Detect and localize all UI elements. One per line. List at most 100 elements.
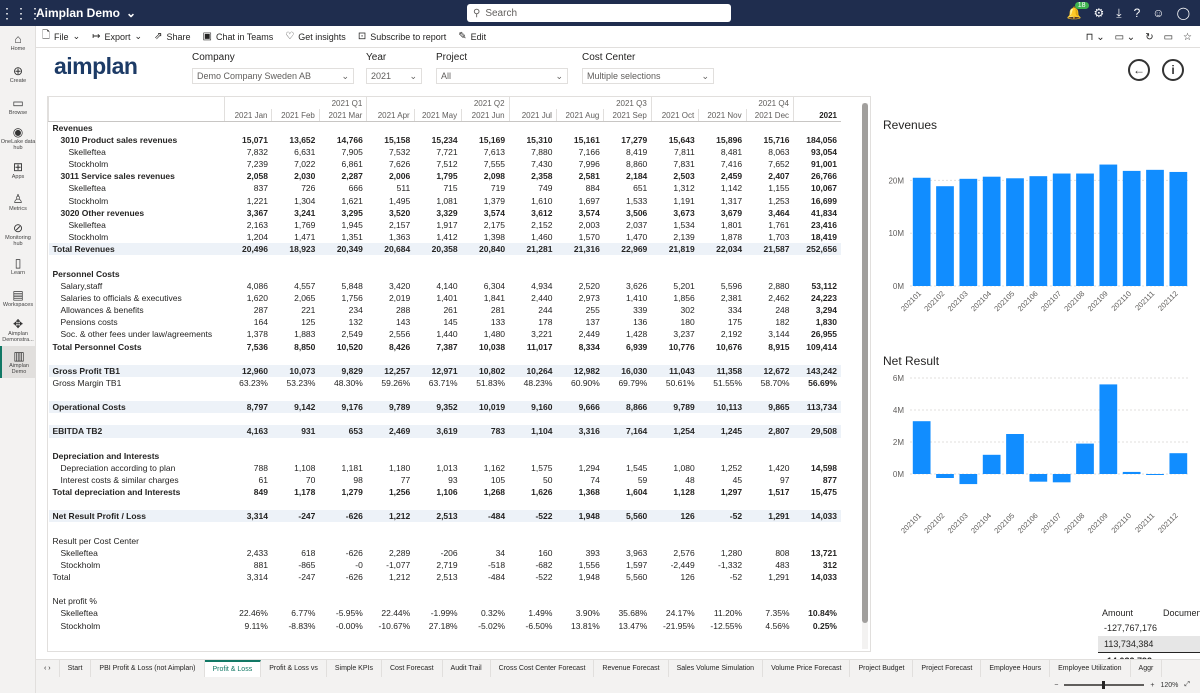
bookmark-icon[interactable]: ⊓ ⌄	[1085, 31, 1105, 43]
tab-page[interactable]: Cross Cost Center Forecast	[491, 659, 595, 678]
row-label[interactable]: Total depreciation and Interests	[52, 487, 181, 498]
zoom-slider-thumb[interactable]	[1102, 681, 1106, 689]
sidebar-item-workspaces[interactable]: ▤ Workspaces	[0, 282, 36, 314]
bar[interactable]	[912, 177, 931, 286]
scrollbar-thumb[interactable]	[862, 103, 868, 623]
feedback-icon[interactable]: ☺	[1152, 6, 1165, 20]
zoom-out-icon[interactable]: −	[1054, 681, 1059, 689]
row-label[interactable]: Skelleftea	[68, 219, 106, 230]
row-label[interactable]: Stockholm	[60, 620, 101, 631]
bar[interactable]	[1099, 164, 1118, 286]
subscribe-button[interactable]: ⊡ Subscribe to report	[352, 31, 452, 42]
month-header[interactable]: 2021 Apr	[366, 109, 415, 122]
search-input[interactable]: ⚲ Search	[467, 4, 731, 22]
chat-in-teams-button[interactable]: ▣ Chat in Teams	[196, 31, 279, 42]
refresh-icon[interactable]: ↻	[1145, 31, 1154, 43]
tab-page[interactable]: Sales Volume Simulation	[669, 659, 764, 678]
zoom-slider[interactable]	[1064, 681, 1145, 689]
bar[interactable]	[1052, 173, 1071, 286]
row-label[interactable]: Stockholm	[68, 195, 109, 206]
project-slicer[interactable]: Project All ⌄	[436, 52, 568, 84]
settings-icon[interactable]: ⚙	[1093, 6, 1105, 20]
bar[interactable]	[959, 178, 978, 286]
workspace-name[interactable]: Aimplan Demo ⌄	[36, 6, 136, 20]
row-label[interactable]: Gross Profit TB1	[48, 364, 225, 377]
bar[interactable]	[1146, 474, 1164, 475]
month-header[interactable]: 2021 Jun	[461, 109, 510, 122]
month-header[interactable]: 2021 Dec	[745, 109, 794, 122]
account-icon[interactable]: ◯	[1176, 6, 1190, 20]
month-header[interactable]: 2021 Jul	[508, 109, 557, 122]
bar[interactable]	[912, 421, 931, 474]
year-slicer[interactable]: Year 2021 ⌄	[366, 52, 422, 84]
row-label[interactable]: Revenues	[52, 122, 93, 133]
zoom-in-icon[interactable]: +	[1150, 681, 1155, 689]
document-url-column-header[interactable]: DocumentURL	[1162, 608, 1200, 618]
row-label[interactable]: Gross Margin TB1	[52, 378, 122, 389]
row-label[interactable]	[49, 255, 225, 267]
row-label[interactable]	[49, 413, 225, 425]
row-label[interactable]: EBITDA TB2	[48, 425, 225, 438]
row-label[interactable]	[49, 438, 225, 450]
bar[interactable]	[936, 186, 954, 286]
file-menu-button[interactable]: 🗋 File ⌄	[36, 28, 86, 45]
row-label[interactable]: Allowances & benefits	[60, 305, 144, 316]
quarter-header[interactable]: 2021 Q4	[650, 97, 794, 110]
row-label[interactable]: Skelleftea	[68, 183, 106, 194]
tab-page[interactable]: Simple KPIs	[327, 659, 382, 678]
help-icon[interactable]: ?	[1133, 6, 1141, 20]
tab-page[interactable]: Audit Trail	[443, 659, 491, 678]
month-header[interactable]: 2021 Mar	[318, 109, 367, 122]
year-dropdown[interactable]: 2021 ⌄	[366, 68, 422, 84]
row-label[interactable]: Interest costs & similar charges	[60, 474, 179, 485]
sidebar-item-create[interactable]: ⊕ Create	[0, 58, 36, 90]
row-label[interactable]: Personnel Costs	[52, 268, 120, 279]
row-label[interactable]: 3020 Other revenues	[60, 207, 145, 218]
row-label[interactable]: Stockholm	[68, 232, 109, 243]
row-label[interactable]: Salaries to officials & executives	[60, 292, 182, 303]
comment-icon[interactable]: ▭	[1163, 31, 1174, 43]
row-label[interactable]	[49, 389, 225, 401]
notifications-icon[interactable]: 🔔 18	[1067, 2, 1089, 20]
row-label[interactable]: Skelleftea	[60, 608, 98, 619]
fit-page-icon[interactable]: ⤢	[1184, 681, 1190, 688]
project-dropdown[interactable]: All ⌄	[436, 68, 568, 84]
table-row[interactable]: 113,734,384⛓	[1098, 636, 1200, 652]
row-label[interactable]: Total Personnel Costs	[52, 341, 142, 352]
month-header[interactable]: 2021 Sep	[603, 109, 652, 122]
bar[interactable]	[1169, 171, 1188, 286]
row-label[interactable]: 3011 Service sales revenues	[60, 171, 175, 182]
amount-column-header[interactable]: Amount	[1102, 608, 1134, 618]
tab-page[interactable]: Employee Hours	[981, 659, 1051, 678]
cost-center-slicer[interactable]: Cost Center Multiple selections ⌄	[582, 52, 714, 84]
bar[interactable]	[1076, 443, 1094, 474]
bar[interactable]	[1006, 434, 1024, 474]
edit-button[interactable]: ✎ Edit	[452, 31, 492, 42]
bar[interactable]	[936, 474, 954, 478]
tab-page[interactable]: Profit & Loss	[204, 659, 262, 678]
tab-page[interactable]: Revenue Forecast	[594, 659, 669, 678]
download-icon[interactable]: ⤓	[1116, 5, 1122, 20]
sidebar-item-browse[interactable]: ▭ Browse	[0, 90, 36, 122]
bar[interactable]	[1029, 176, 1048, 286]
share-button[interactable]: ⇗ Share	[148, 31, 196, 42]
row-label[interactable]: Stockholm	[60, 559, 101, 570]
row-label[interactable]	[49, 498, 225, 510]
bar[interactable]	[959, 474, 978, 485]
tab-scroll-left[interactable]: ‹ ›	[36, 659, 60, 678]
month-header[interactable]: 2021 Nov	[698, 109, 747, 122]
row-label[interactable]: Skelleftea	[68, 146, 106, 157]
bar[interactable]	[1052, 474, 1071, 483]
company-slicer[interactable]: Company Demo Company Sweden AB ⌄	[192, 52, 354, 84]
row-label[interactable]: Operational Costs	[48, 401, 225, 414]
month-header[interactable]: 2021	[793, 109, 841, 122]
quarter-header[interactable]: 2021 Q2	[366, 97, 510, 110]
row-label[interactable]: Depreciation according to plan	[60, 462, 176, 473]
info-icon[interactable]: i	[1162, 59, 1184, 81]
bar[interactable]	[1122, 471, 1141, 474]
row-label[interactable]	[49, 583, 225, 595]
table-row[interactable]: -127,767,176	[1098, 620, 1200, 636]
row-label[interactable]: Soc. & other fees under law/agreements	[60, 329, 213, 340]
export-button[interactable]: ↦ Export ⌄	[92, 31, 143, 42]
matrix-scrollbar[interactable]	[862, 103, 868, 649]
